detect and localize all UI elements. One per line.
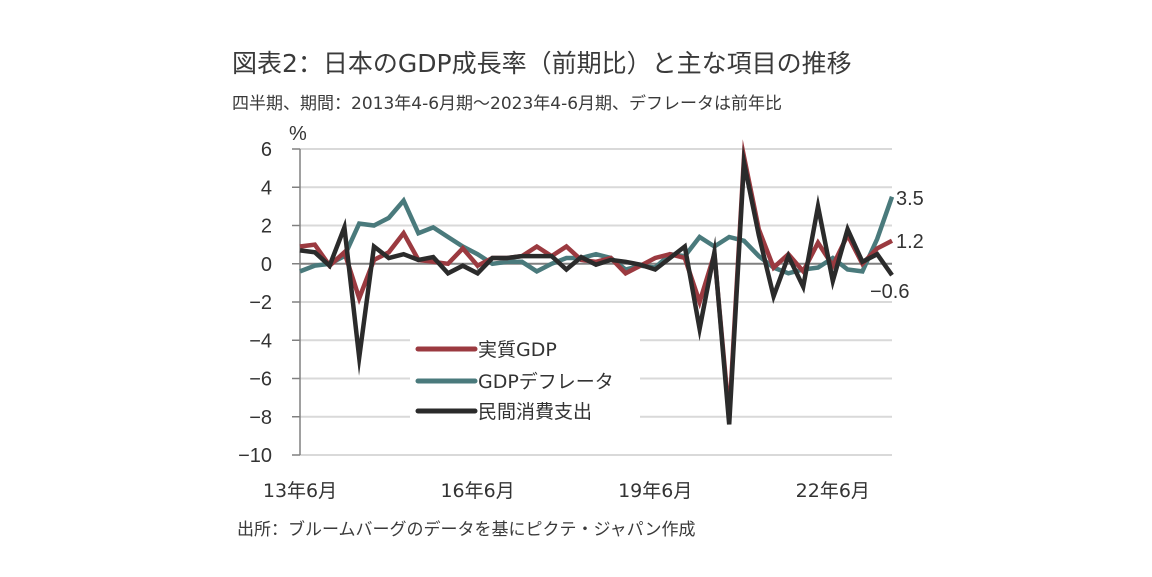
y-tick-label: 6: [261, 139, 272, 161]
chart-title: 図表2：日本のGDP成長率（前期比）と主な項目の推移: [232, 49, 852, 78]
x-tick-label: 13年6月: [263, 480, 337, 502]
end-label-0: 1.2: [896, 231, 924, 253]
series-line-2: [299, 144, 894, 425]
end-labels: 1.2 3.5 −0.6: [870, 188, 924, 303]
end-label-2: −0.6: [870, 281, 909, 303]
y-tick-label: 0: [261, 254, 272, 276]
y-tick-label: −2: [249, 292, 272, 314]
y-tick-label: −6: [249, 369, 272, 391]
y-tick-label: −8: [249, 407, 272, 429]
series-line-0: [299, 139, 894, 418]
series-lines: [299, 139, 895, 425]
end-label-1: 3.5: [896, 188, 924, 210]
x-tick-label: 16年6月: [440, 480, 514, 502]
x-tick-labels: 13年6月 16年6月 19年6月 22年6月: [263, 480, 870, 502]
x-tick-label: 19年6月: [618, 480, 692, 502]
legend-label-2: 民間消費支出: [478, 401, 592, 423]
legend-label-0: 実質GDP: [478, 339, 557, 361]
chart-source: 出所：ブルームバーグのデータを基にピクテ・ジャパン作成: [237, 520, 696, 540]
series-line-1: [299, 196, 895, 276]
y-tick-label: 2: [261, 216, 272, 238]
y-axis-unit-label: %: [289, 123, 307, 145]
legend-label-1: GDPデフレータ: [478, 371, 614, 393]
y-tick-label: −4: [249, 330, 272, 352]
y-tick-label: −10: [238, 445, 272, 467]
chart-subtitle: 四半期、期間：2013年4-6月期～2023年4-6月期、デフレータは前年比: [232, 94, 783, 114]
x-tick-label: 22年6月: [796, 480, 870, 502]
y-tick-label: 4: [261, 177, 272, 199]
y-tick-labels: 6 4 2 0 −2 −4 −6 −8 −10: [238, 139, 272, 467]
